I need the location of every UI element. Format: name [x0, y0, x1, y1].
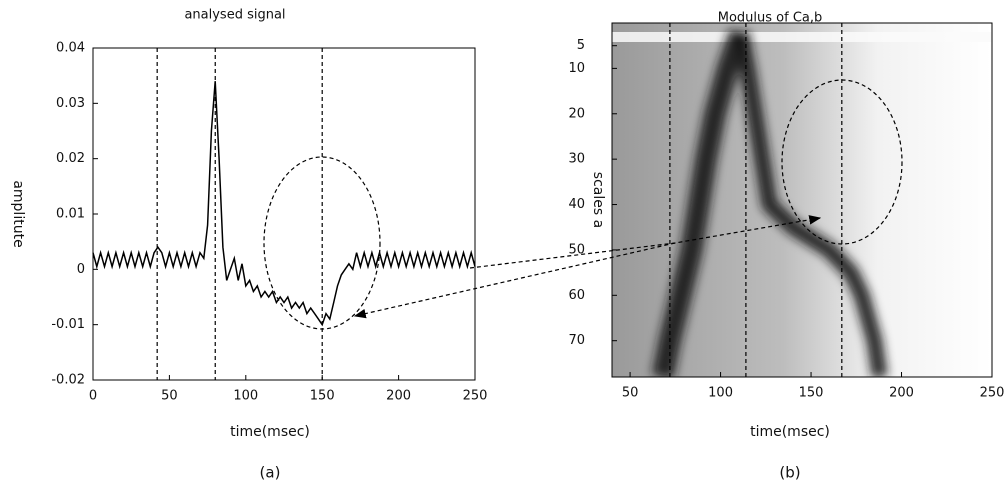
y-tick-label: 5	[577, 38, 585, 53]
ridge	[732, 30, 888, 377]
x-tick-label: 150	[799, 386, 824, 401]
y-tick-label: 40	[568, 197, 585, 212]
x-tick-label: 250	[463, 389, 488, 404]
caption: (b)	[779, 464, 800, 482]
x-tick-label: 0	[89, 389, 97, 404]
scalogram-top-band	[612, 32, 992, 42]
y-tick-label: 70	[568, 333, 585, 348]
y-tick-label: 60	[568, 288, 585, 303]
chart-title: Modulus of Ca,b	[718, 11, 823, 26]
x-axis-label: time(msec)	[750, 424, 830, 440]
x-tick-label: 50	[622, 386, 639, 401]
y-tick-label: 0	[77, 262, 85, 277]
caption: (a)	[260, 464, 281, 482]
x-tick-label: 100	[708, 386, 733, 401]
chart-title: analysed signal	[184, 8, 285, 23]
x-tick-label: 100	[233, 389, 258, 404]
y-axis-label: amplitute	[10, 180, 26, 247]
y-tick-label: 50	[568, 242, 585, 257]
ridge	[651, 28, 751, 377]
y-tick-label: 0.01	[56, 207, 85, 222]
axes-frame-a	[92, 47, 476, 381]
y-tick-label: 30	[568, 152, 585, 167]
x-axis-label: time(msec)	[230, 424, 310, 440]
y-tick-label: 0.03	[56, 96, 85, 111]
y-tick-label: 0.02	[56, 151, 85, 166]
x-tick-label: 50	[161, 389, 178, 404]
y-tick-label: 0.04	[56, 41, 85, 56]
x-tick-label: 200	[386, 389, 411, 404]
y-tick-label: -0.02	[51, 373, 85, 388]
y-axis-label: scales a	[590, 172, 606, 228]
signal-line	[92, 81, 476, 327]
annotation-arrow	[353, 242, 676, 319]
x-tick-label: 250	[980, 386, 1005, 401]
x-tick-label: 200	[889, 386, 914, 401]
y-tick-label: -0.01	[51, 317, 85, 332]
y-tick-label: 20	[568, 106, 585, 121]
axes-frame-b	[611, 22, 993, 378]
y-tick-label: 10	[568, 61, 585, 76]
ridges	[651, 28, 888, 377]
x-tick-label: 150	[310, 389, 335, 404]
